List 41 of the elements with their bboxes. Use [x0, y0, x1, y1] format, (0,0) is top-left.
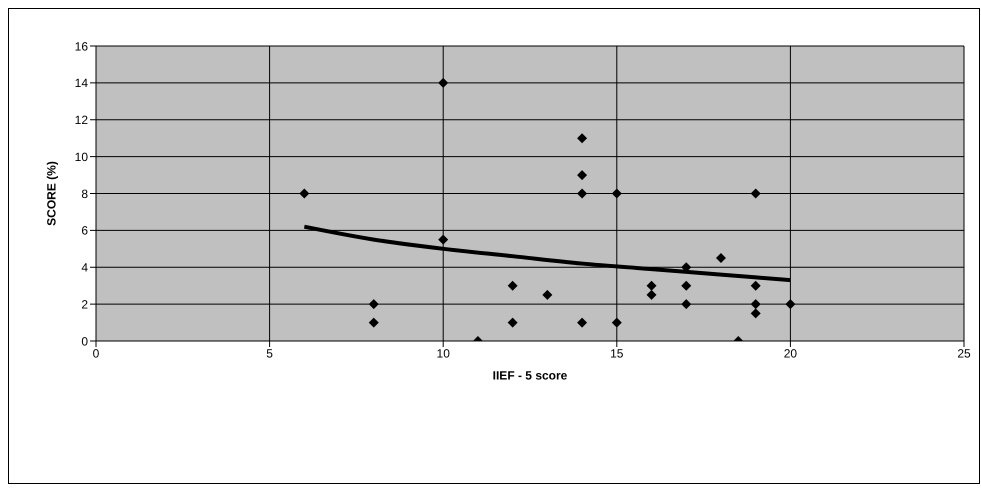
y-tick-label: 14 — [74, 76, 88, 90]
x-tick-label: 0 — [92, 346, 100, 361]
point — [508, 318, 518, 328]
point — [542, 290, 552, 300]
point — [750, 299, 761, 310]
point — [368, 299, 379, 310]
x-tick-label: 5 — [266, 346, 274, 361]
x-tick-label: 20 — [784, 346, 798, 361]
y-tick-label: 10 — [74, 150, 88, 164]
point — [681, 299, 692, 310]
x-tick-label: 15 — [610, 346, 624, 361]
point — [785, 299, 796, 310]
point — [577, 133, 588, 144]
y-tick-label: 2 — [81, 297, 88, 312]
point — [750, 280, 761, 291]
point — [438, 78, 448, 88]
point — [716, 253, 726, 264]
point — [750, 188, 761, 198]
y-tick-label: 8 — [81, 186, 88, 201]
x-tick-label: 25 — [957, 346, 971, 361]
x-axis-title: IIEF - 5 score — [492, 368, 568, 383]
point — [577, 318, 588, 328]
point — [646, 290, 657, 300]
y-tick-label: 0 — [81, 334, 88, 348]
point — [577, 188, 588, 198]
y-tick-label: 6 — [81, 224, 88, 238]
point — [299, 188, 310, 198]
point — [508, 280, 518, 291]
point — [577, 170, 588, 180]
y-tick-label: 16 — [74, 39, 88, 54]
point — [681, 280, 692, 291]
y-tick-label: 4 — [81, 260, 88, 275]
x-tick-label: 10 — [436, 346, 450, 361]
point — [612, 188, 622, 198]
y-axis-title: SCORE (%) — [44, 161, 58, 226]
point — [750, 308, 761, 318]
y-tick-label: 12 — [74, 113, 88, 128]
point — [612, 318, 622, 328]
point — [646, 280, 657, 291]
point — [438, 234, 448, 245]
point — [368, 318, 379, 328]
